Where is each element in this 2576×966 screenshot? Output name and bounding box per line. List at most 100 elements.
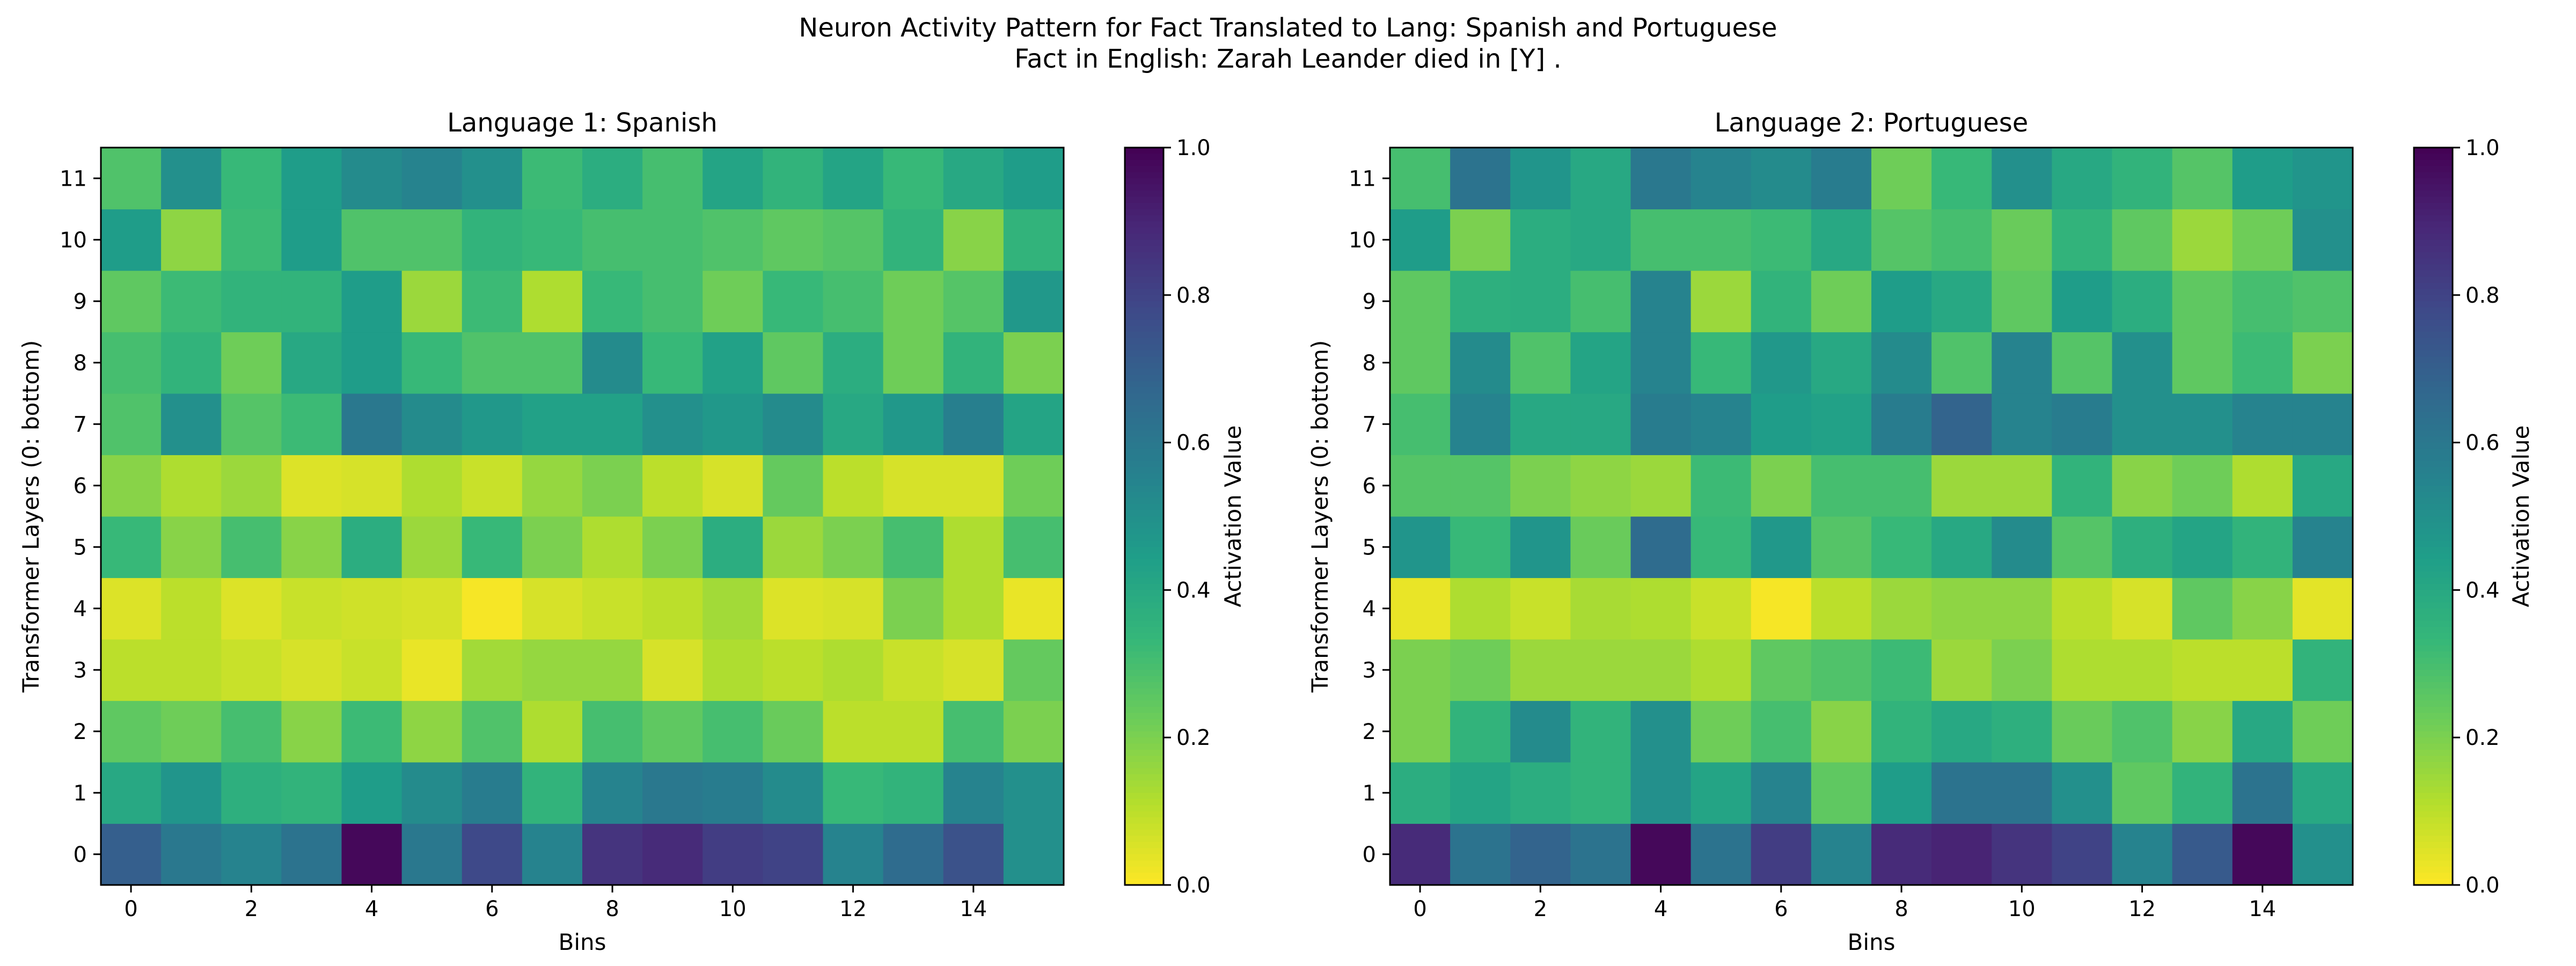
y-tick-label: 9 (1363, 289, 1376, 314)
colorbar-segment (2414, 700, 2453, 707)
heatmap-cell (1570, 148, 1631, 210)
heatmap-cell (823, 516, 884, 579)
colorbar-segment (2414, 547, 2453, 554)
colorbar-segment (1125, 264, 1163, 271)
colorbar-tick-label: 0.8 (2465, 283, 2500, 308)
heatmap-cell (1570, 577, 1631, 640)
heatmap-cell (1751, 639, 1812, 701)
colorbar-segment (1125, 743, 1163, 750)
colorbar-segment (2414, 535, 2453, 541)
colorbar-segment (1125, 460, 1163, 467)
heatmap-cell (582, 577, 643, 640)
heatmap-cell (161, 516, 222, 579)
heatmap-cell (2232, 762, 2293, 824)
y-tick-label: 10 (1349, 228, 1376, 253)
heatmap-cell (101, 700, 162, 763)
heatmap-cell (702, 577, 763, 640)
y-tick-label: 2 (1363, 720, 1376, 744)
heatmap-cell (2292, 455, 2353, 517)
y-tick-label: 4 (1363, 597, 1376, 621)
colorbar-segment (1125, 172, 1163, 179)
colorbar-segment (2414, 172, 2453, 179)
y-tick-label: 4 (74, 597, 87, 621)
colorbar-segment (1125, 424, 1163, 431)
colorbar-segment (2414, 756, 2453, 763)
heatmap-cell (401, 762, 463, 824)
heatmap-cell (1690, 455, 1752, 517)
heatmap-cell (522, 455, 583, 517)
heatmap-cell (462, 823, 523, 885)
heatmap-cell (1811, 577, 1872, 640)
colorbar-segment (2414, 565, 2453, 572)
heatmap-cell (1630, 148, 1692, 210)
x-tick-label: 0 (124, 897, 137, 921)
colorbar-segment (2414, 307, 2453, 314)
heatmap-cell (2172, 148, 2233, 210)
colorbar-segment (1125, 848, 1163, 855)
heatmap-cell (1690, 393, 1752, 456)
heatmap-cell (2292, 823, 2353, 885)
heatmap-cell (1450, 823, 1511, 885)
heatmap-cell (642, 270, 703, 333)
heatmap-cell (1690, 209, 1752, 271)
colorbar-segment (2414, 215, 2453, 222)
colorbar-segment (2414, 479, 2453, 486)
colorbar-segment (1125, 239, 1163, 246)
heatmap-cell (221, 577, 282, 640)
y-tick-label: 6 (74, 474, 87, 499)
heatmap-cell (281, 516, 342, 579)
heatmap-cell (221, 270, 282, 333)
heatmap-cell (1510, 823, 1571, 885)
heatmap-cell (1871, 639, 1932, 701)
colorbar-segment (1125, 682, 1163, 689)
colorbar-segment (2414, 522, 2453, 529)
colorbar-segment (2414, 369, 2453, 376)
colorbar: 0.0 0.2 0.4 0.6 0.8 1.0 (2413, 136, 2500, 898)
colorbar-segment (1125, 252, 1163, 259)
heatmap-cell (2292, 209, 2353, 271)
heatmap-cell (522, 700, 583, 763)
heatmap-cells (101, 148, 1064, 885)
colorbar-segment (1125, 528, 1163, 535)
colorbar-segment (1125, 694, 1163, 701)
plot-frame (1389, 147, 2354, 886)
heatmap-cell (2232, 393, 2293, 456)
colorbar-segment (2414, 460, 2453, 467)
colorbar-segment (2414, 823, 2453, 830)
heatmap-cell (2172, 332, 2233, 394)
heatmap-cell (943, 270, 1004, 333)
heatmap-cell (522, 823, 583, 885)
colorbar-segment (1125, 657, 1163, 664)
heatmap-cell (1390, 823, 1451, 885)
heatmap-cell (401, 332, 463, 394)
colorbar-segment (1125, 338, 1163, 345)
heatmap-cell (1390, 639, 1451, 701)
heatmap-cell (1450, 332, 1511, 394)
colorbar-segment (1125, 356, 1163, 363)
heatmap-cell (1690, 762, 1752, 824)
heatmap-cell (1931, 700, 1992, 763)
heatmap-cell (1690, 270, 1752, 333)
heatmap-cell (2292, 270, 2353, 333)
colorbar-segment (2414, 313, 2453, 320)
heatmap-cell (2232, 577, 2293, 640)
heatmap-cell (1992, 762, 2052, 824)
heatmap-cell (462, 577, 523, 640)
heatmap-cell (943, 148, 1004, 210)
x-tick-label: 6 (1774, 897, 1788, 921)
colorbar-segment (2414, 258, 2453, 265)
colorbar-segment (2414, 516, 2453, 523)
heatmap-cell (823, 455, 884, 517)
heatmap-cell (943, 700, 1004, 763)
heatmap-cell (2292, 762, 2353, 824)
x-tick-label: 8 (1894, 897, 1908, 921)
heatmap-cell (1811, 270, 1872, 333)
colorbar-segment (2414, 295, 2453, 302)
heatmap-cell (1992, 455, 2052, 517)
heatmap-cell (1450, 639, 1511, 701)
heatmap-cell (1570, 270, 1631, 333)
colorbar-segment (1125, 442, 1163, 449)
colorbar-segment (2414, 583, 2453, 590)
colorbar-segment (2414, 375, 2453, 382)
colorbar-segment (1125, 148, 1163, 155)
